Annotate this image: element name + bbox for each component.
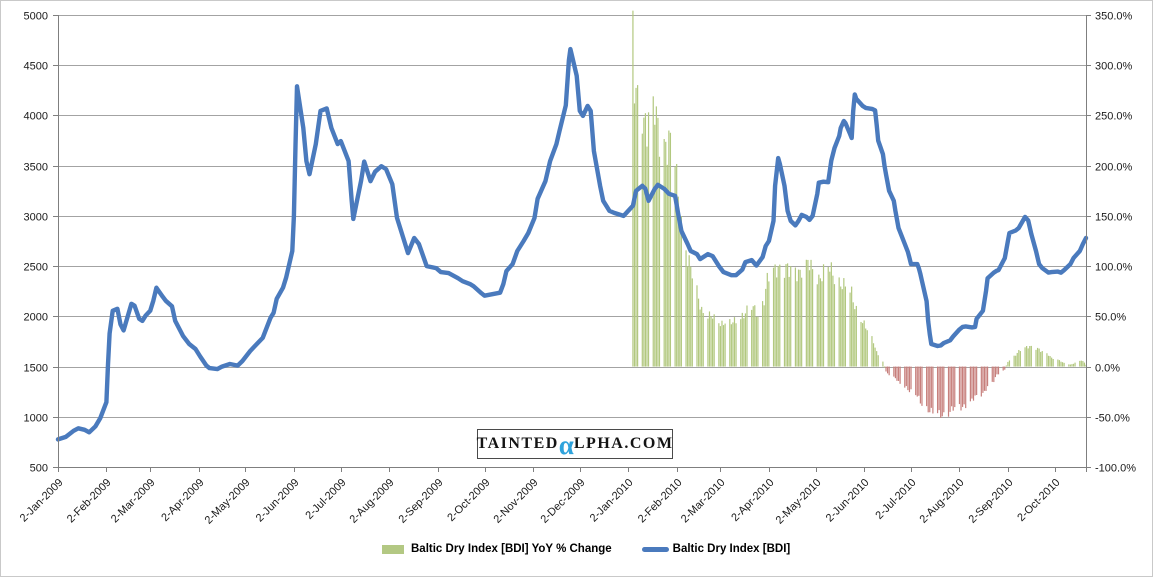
watermark-text-post: LPHA.COM bbox=[573, 435, 674, 452]
svg-text:4500: 4500 bbox=[24, 61, 48, 73]
svg-text:2-May-2010: 2-May-2010 bbox=[774, 477, 824, 527]
legend-label-bdi: Baltic Dry Index [BDI] bbox=[672, 543, 791, 555]
svg-text:150.0%: 150.0% bbox=[1095, 212, 1133, 224]
svg-text:500: 500 bbox=[30, 463, 48, 475]
svg-text:2-Nov-2009: 2-Nov-2009 bbox=[491, 477, 540, 526]
svg-text:50.0%: 50.0% bbox=[1095, 312, 1126, 324]
svg-text:2-Aug-2009: 2-Aug-2009 bbox=[347, 477, 396, 526]
svg-text:1500: 1500 bbox=[24, 363, 48, 375]
svg-text:2-Jan-2010: 2-Jan-2010 bbox=[588, 477, 636, 525]
svg-text:2500: 2500 bbox=[24, 262, 48, 274]
svg-text:250.0%: 250.0% bbox=[1095, 111, 1133, 123]
svg-text:2-Sep-2009: 2-Sep-2009 bbox=[396, 477, 445, 526]
svg-text:2-Feb-2009: 2-Feb-2009 bbox=[65, 477, 114, 526]
svg-text:200.0%: 200.0% bbox=[1095, 162, 1133, 174]
svg-text:-50.0%: -50.0% bbox=[1095, 413, 1130, 425]
svg-text:2-Mar-2009: 2-Mar-2009 bbox=[109, 477, 158, 526]
legend-item-yoy: Baltic Dry Index [BDI] YoY % Change bbox=[382, 543, 612, 555]
watermark-text-pre: TAINTED bbox=[476, 435, 559, 452]
bdi-series-swatch-icon bbox=[641, 546, 669, 552]
svg-text:2-Sep-2010: 2-Sep-2010 bbox=[966, 477, 1015, 526]
svg-text:5000: 5000 bbox=[24, 11, 48, 23]
svg-text:3000: 3000 bbox=[24, 212, 48, 224]
svg-text:2-Feb-2010: 2-Feb-2010 bbox=[636, 477, 685, 526]
gridlines bbox=[58, 15, 1086, 418]
svg-text:2-Dec-2009: 2-Dec-2009 bbox=[538, 477, 587, 526]
svg-text:-100.0%: -100.0% bbox=[1095, 463, 1136, 475]
yoy-series-swatch-icon bbox=[382, 544, 404, 554]
svg-text:3500: 3500 bbox=[24, 162, 48, 174]
svg-text:2-Jul-2010: 2-Jul-2010 bbox=[873, 477, 918, 522]
svg-text:2-Oct-2009: 2-Oct-2009 bbox=[445, 477, 492, 524]
svg-text:100.0%: 100.0% bbox=[1095, 262, 1133, 274]
yoy-bar-series bbox=[632, 10, 1087, 418]
legend-label-yoy: Baltic Dry Index [BDI] YoY % Change bbox=[411, 543, 612, 555]
svg-text:2000: 2000 bbox=[24, 312, 48, 324]
watermark: TAINTED α LPHA.COM bbox=[476, 429, 674, 460]
svg-text:4000: 4000 bbox=[24, 111, 48, 123]
svg-text:2-Jan-2009: 2-Jan-2009 bbox=[18, 477, 66, 525]
legend-item-bdi: Baltic Dry Index [BDI] bbox=[641, 543, 791, 555]
svg-text:2-Jun-2009: 2-Jun-2009 bbox=[254, 477, 302, 525]
bdi-line-series bbox=[55, 46, 1089, 442]
svg-text:2-Jun-2010: 2-Jun-2010 bbox=[824, 477, 872, 525]
svg-text:0.0%: 0.0% bbox=[1095, 363, 1120, 375]
svg-text:2-Apr-2009: 2-Apr-2009 bbox=[159, 477, 206, 524]
axes bbox=[53, 15, 1091, 472]
svg-text:2-Mar-2010: 2-Mar-2010 bbox=[679, 477, 728, 526]
svg-text:2-May-2009: 2-May-2009 bbox=[203, 477, 253, 527]
svg-text:2-Oct-2010: 2-Oct-2010 bbox=[1015, 477, 1062, 524]
svg-text:350.0%: 350.0% bbox=[1095, 11, 1133, 23]
svg-text:300.0%: 300.0% bbox=[1095, 61, 1133, 73]
svg-text:1000: 1000 bbox=[24, 413, 48, 425]
svg-text:2-Aug-2010: 2-Aug-2010 bbox=[917, 477, 966, 526]
legend: Baltic Dry Index [BDI] YoY % Change Balt… bbox=[382, 543, 790, 555]
svg-text:2-Apr-2010: 2-Apr-2010 bbox=[729, 477, 776, 524]
svg-text:2-Jul-2009: 2-Jul-2009 bbox=[303, 477, 348, 522]
